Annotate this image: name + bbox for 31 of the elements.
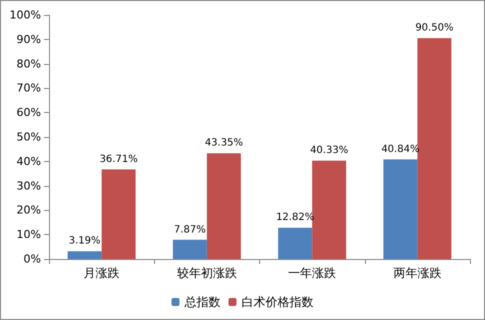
bar [68, 251, 102, 259]
x-tick-label: 月涨跌 [84, 266, 120, 280]
y-tick-label: 50% [16, 130, 41, 144]
data-label: 7.87% [174, 224, 206, 236]
legend-label: 总指数 [184, 295, 220, 309]
legend-label: 白术价格指数 [242, 295, 314, 309]
bar [102, 169, 136, 259]
bar [417, 38, 452, 259]
data-label: 40.33% [310, 145, 348, 156]
y-tick-label: 40% [16, 154, 41, 168]
bar [312, 160, 346, 259]
bar [278, 228, 312, 259]
data-label: 43.35% [204, 138, 243, 149]
y-tick-label: 10% [16, 228, 41, 242]
data-label: 3.19% [68, 236, 101, 247]
y-tick-label: 20% [16, 204, 41, 217]
y-tick-label: 100% [10, 8, 41, 22]
y-tick-label: 0% [24, 252, 41, 266]
bar [206, 153, 241, 259]
data-label: 36.71% [100, 154, 138, 165]
x-tick-label: 较年初涨跌 [176, 266, 237, 280]
y-tick-label: 80% [16, 57, 41, 70]
y-tick-label: 30% [16, 179, 41, 192]
bar [172, 240, 207, 259]
y-tick-label: 60% [16, 106, 41, 120]
bar [383, 159, 418, 259]
x-tick-label: 一年涨跌 [288, 266, 336, 280]
x-tick-label: 两年涨跌 [393, 266, 442, 280]
y-tick-label: 70% [16, 82, 41, 95]
y-tick-label: 90% [16, 32, 41, 46]
data-label: 90.50% [415, 22, 454, 34]
